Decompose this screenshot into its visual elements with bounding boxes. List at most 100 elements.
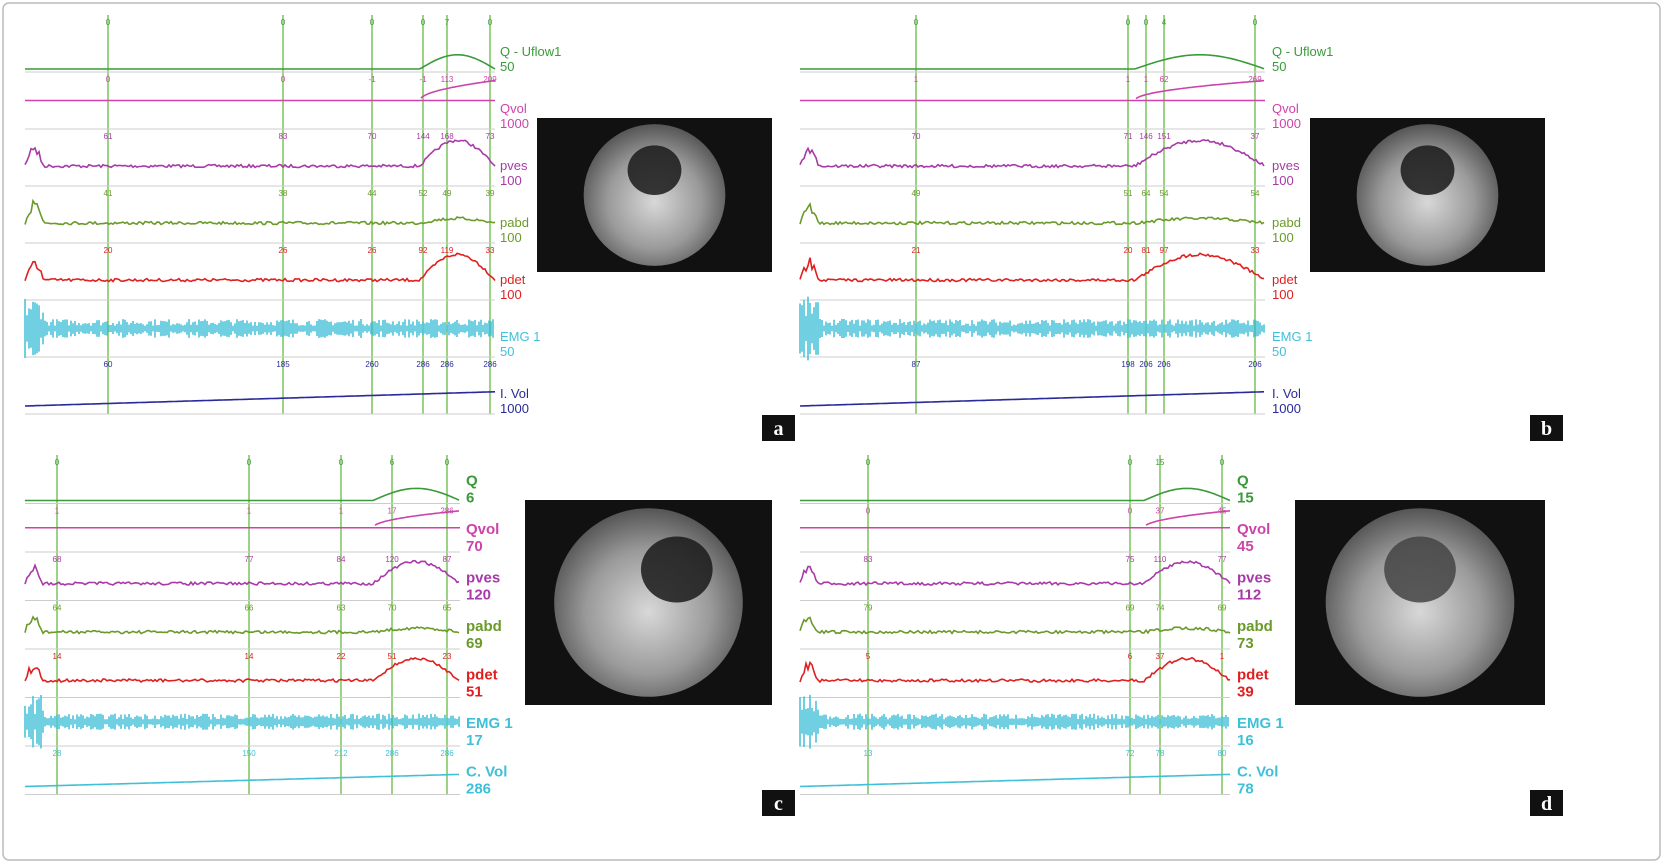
cursor-value: 144 bbox=[416, 132, 430, 141]
channel-name: pves bbox=[1237, 570, 1271, 587]
cursor-value: 212 bbox=[334, 749, 348, 758]
channel-name: EMG 1 bbox=[466, 715, 513, 732]
channel-scale: 73 bbox=[1237, 635, 1254, 652]
cursor-value: 198 bbox=[1121, 360, 1135, 369]
bladder-shadow bbox=[641, 536, 713, 602]
signal-trace bbox=[800, 618, 1230, 634]
channel-scale: 100 bbox=[500, 287, 522, 302]
signal-trace bbox=[25, 617, 459, 634]
cursor-value: 54 bbox=[1160, 189, 1169, 198]
channel-scale: 286 bbox=[466, 781, 491, 798]
cursor-value: 44 bbox=[368, 189, 377, 198]
cursor-value: 75 bbox=[1126, 555, 1135, 564]
cursor-value: 168 bbox=[440, 132, 454, 141]
cursor-value: 71 bbox=[1124, 132, 1133, 141]
cursor-value: 20 bbox=[104, 246, 113, 255]
cursor-value: 79 bbox=[864, 604, 873, 613]
figure: 000070Q - Uflow15000-1-1113209Qvol100061… bbox=[0, 0, 1663, 863]
cursor-value: 113 bbox=[441, 75, 454, 84]
channel-scale: 100 bbox=[1272, 230, 1294, 245]
cursor-value: 7 bbox=[445, 18, 450, 27]
channel-scale: 70 bbox=[466, 538, 483, 555]
cursor-value: 286 bbox=[440, 749, 454, 758]
fluoroscopy-field bbox=[554, 508, 743, 697]
signal-trace bbox=[800, 488, 1230, 500]
cursor-value: 15 bbox=[1156, 458, 1165, 467]
cursor-value: 77 bbox=[1218, 555, 1227, 564]
cursor-value: 286 bbox=[416, 360, 430, 369]
cursor-value: 0 bbox=[339, 458, 344, 467]
channel-scale: 112 bbox=[1237, 587, 1261, 604]
cursor-value: 13 bbox=[864, 749, 873, 758]
cursor-value: 39 bbox=[486, 189, 495, 198]
cursor-value: -1 bbox=[368, 75, 376, 84]
channel-scale: 1000 bbox=[1272, 116, 1301, 131]
channel-name: pves bbox=[1272, 158, 1300, 173]
cursor-value: 84 bbox=[337, 555, 346, 564]
channel-scale: 6 bbox=[466, 490, 474, 507]
channel-name: Q bbox=[1237, 473, 1249, 490]
channel-name: pdet bbox=[466, 667, 498, 684]
cursor-value: 1 bbox=[339, 507, 344, 516]
signal-trace bbox=[800, 561, 1230, 585]
cursor-value: 69 bbox=[1218, 604, 1227, 613]
signal-trace bbox=[800, 392, 1264, 406]
emg-trace bbox=[800, 695, 1228, 749]
cursor-value: 92 bbox=[419, 246, 428, 255]
cursor-value: 62 bbox=[1160, 75, 1169, 84]
panel-letter: a bbox=[774, 418, 784, 440]
cursor-value: 5 bbox=[866, 652, 871, 661]
cursor-value: 0 bbox=[866, 507, 871, 516]
cursor-value: 120 bbox=[385, 555, 399, 564]
channel-scale: 50 bbox=[500, 344, 514, 359]
cursor-value: 110 bbox=[1154, 555, 1167, 564]
signal-trace bbox=[800, 140, 1264, 168]
channel-scale: 1000 bbox=[1272, 401, 1301, 416]
channel-name: Qvol bbox=[500, 101, 527, 116]
channel-scale: 50 bbox=[500, 59, 514, 74]
cursor-value: 0 bbox=[1128, 458, 1133, 467]
cursor-value: 0 bbox=[1220, 458, 1225, 467]
channel-scale: 15 bbox=[1237, 490, 1254, 507]
cursor-value: 1 bbox=[1220, 652, 1225, 661]
signal-trace bbox=[800, 658, 1230, 682]
cursor-value: 209 bbox=[483, 75, 497, 84]
cursor-value: 286 bbox=[440, 360, 454, 369]
signal-trace bbox=[25, 55, 495, 69]
cursor-value: 269 bbox=[1248, 75, 1262, 84]
signal-trace bbox=[25, 140, 495, 167]
cursor-value: 150 bbox=[242, 749, 256, 758]
signal-trace bbox=[1136, 81, 1264, 99]
fluoroscopy-field bbox=[1326, 508, 1515, 697]
cursor-value: 66 bbox=[245, 604, 254, 613]
panel-letter: d bbox=[1541, 793, 1552, 815]
channel-name: Qvol bbox=[466, 521, 499, 538]
channel-scale: 51 bbox=[466, 684, 483, 701]
cursor-value: 0 bbox=[1126, 18, 1131, 27]
signal-trace bbox=[25, 561, 459, 585]
channel-name: pdet bbox=[1237, 667, 1269, 684]
bladder-shadow bbox=[1384, 536, 1456, 602]
cursor-value: 6 bbox=[390, 458, 395, 467]
signal-trace bbox=[800, 55, 1264, 69]
cursor-value: 83 bbox=[279, 132, 288, 141]
bladder-shadow bbox=[1401, 145, 1455, 195]
signal-trace bbox=[25, 774, 459, 786]
cursor-value: 63 bbox=[337, 604, 346, 613]
channel-name: pves bbox=[466, 570, 500, 587]
channel-scale: 100 bbox=[1272, 287, 1294, 302]
cursor-value: 20 bbox=[1124, 246, 1133, 255]
channel-name: I. Vol bbox=[1272, 386, 1301, 401]
cursor-value: 0 bbox=[55, 458, 60, 467]
cursor-value: 4 bbox=[1162, 18, 1167, 27]
cursor-value: 80 bbox=[1218, 749, 1227, 758]
cursor-value: 0 bbox=[106, 75, 111, 84]
channel-scale: 120 bbox=[466, 587, 491, 604]
channel-scale: 17 bbox=[466, 732, 483, 749]
cursor-value: 77 bbox=[245, 555, 254, 564]
channel-name: pabd bbox=[500, 215, 529, 230]
cursor-value: 206 bbox=[1157, 360, 1171, 369]
channel-scale: 1000 bbox=[500, 116, 529, 131]
channel-scale: 78 bbox=[1237, 781, 1254, 798]
cursor-value: 26 bbox=[368, 246, 377, 255]
